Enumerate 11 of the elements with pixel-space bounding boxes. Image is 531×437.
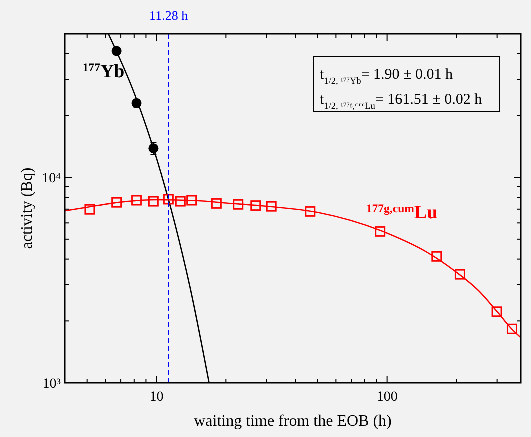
annotation: t$_{1/2, ¹⁷⁷Yb}$= 1.90 ± 0.01 h bbox=[320, 67, 454, 87]
y-axis-title: activity (Bq) bbox=[19, 168, 36, 250]
ref-line-label: 11.28 h bbox=[150, 8, 189, 23]
x-tick-label: 10 bbox=[150, 390, 164, 405]
x-axis-title: waiting time from the EOB (h) bbox=[194, 413, 392, 430]
series-label: $^{177g,cum}$Lu bbox=[366, 202, 438, 224]
y-tick-label: 10³ bbox=[42, 377, 61, 392]
y-tick-label: 10⁴ bbox=[42, 172, 62, 187]
annotation: t$_{1/2, ¹⁷⁷ᵍ,ᶜᵘᵐLu}$= 161.51 ± 0.02 h bbox=[320, 92, 483, 112]
legend-label: $^{177}$Yb bbox=[82, 60, 125, 82]
x-tick-label: 100 bbox=[376, 390, 398, 405]
